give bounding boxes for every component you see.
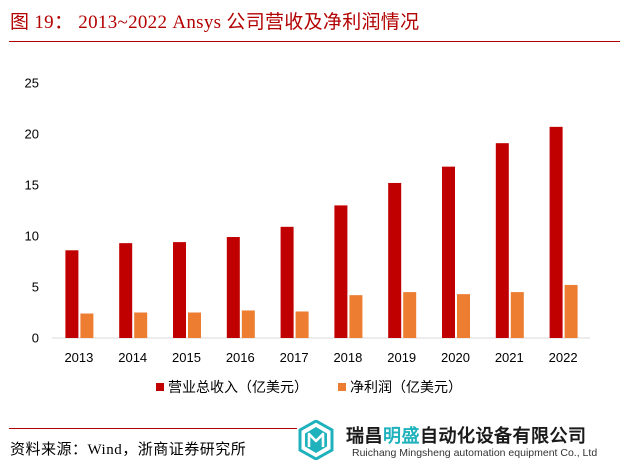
net-profit-bar bbox=[564, 284, 578, 338]
revenue-bar bbox=[495, 143, 509, 338]
y-axis-ticks: 0 5 10 15 20 25 bbox=[25, 76, 39, 346]
x-tick-label: 2019 bbox=[387, 350, 416, 365]
source-note: 资料来源：Wind，浙商证券研究所 bbox=[10, 442, 247, 458]
net-profit-bar bbox=[349, 295, 363, 338]
net-profit-bar bbox=[510, 292, 524, 338]
revenue-bar bbox=[65, 250, 79, 338]
net-profit-bar bbox=[403, 292, 417, 338]
logo-chinese-name: 瑞昌明盛自动化设备有限公司 bbox=[346, 422, 587, 448]
y-tick-label: 15 bbox=[25, 178, 39, 193]
y-tick-label: 20 bbox=[25, 127, 39, 142]
net-profit-bar bbox=[295, 311, 309, 338]
x-tick-label: 2020 bbox=[441, 350, 470, 365]
y-tick-label: 5 bbox=[32, 280, 39, 295]
revenue-bar bbox=[388, 182, 402, 338]
legend: 营业总收入（亿美元） 净利润（亿美元） bbox=[156, 380, 462, 396]
logo-hexagon-icon bbox=[298, 420, 334, 460]
x-tick-label: 2018 bbox=[333, 350, 362, 365]
legend-swatch-net-profit bbox=[338, 383, 346, 391]
net-profit-bar bbox=[241, 310, 255, 338]
figure-title: 图 19： 2013~2022 Ansys 公司营收及净利润情况 bbox=[10, 12, 420, 33]
bars bbox=[65, 126, 578, 338]
x-axis-ticks: 2013 2014 2015 2016 2017 2018 2019 2020 2021 2022 bbox=[64, 350, 577, 365]
company-logo: 瑞昌明盛自动化设备有限公司 Ruichang Mingsheng automat… bbox=[298, 418, 626, 464]
logo-name-highlight: 明盛 bbox=[383, 426, 420, 447]
y-tick-label: 25 bbox=[25, 76, 39, 91]
y-tick-label: 10 bbox=[25, 229, 39, 244]
revenue-bar bbox=[549, 126, 563, 338]
source-divider bbox=[9, 428, 297, 429]
x-tick-label: 2016 bbox=[226, 350, 255, 365]
x-tick-label: 2014 bbox=[118, 350, 147, 365]
net-profit-bar bbox=[80, 313, 94, 338]
x-tick-label: 2022 bbox=[549, 350, 578, 365]
x-tick-label: 2017 bbox=[280, 350, 309, 365]
revenue-bar bbox=[442, 166, 455, 338]
title-divider bbox=[9, 41, 620, 42]
logo-name-suffix: 自动化设备有限公司 bbox=[420, 426, 587, 447]
x-tick-label: 2013 bbox=[64, 350, 93, 365]
legend-swatch-revenue bbox=[156, 383, 164, 391]
revenue-bar bbox=[173, 242, 186, 338]
net-profit-bar bbox=[457, 294, 470, 338]
net-profit-bar bbox=[134, 312, 148, 338]
net-profit-bar bbox=[188, 312, 201, 338]
revenue-bar bbox=[280, 226, 294, 338]
y-tick-label: 0 bbox=[32, 331, 39, 346]
legend-label-net-profit: 净利润（亿美元） bbox=[350, 380, 462, 396]
revenue-bar bbox=[119, 243, 133, 338]
legend-label-revenue: 营业总收入（亿美元） bbox=[168, 380, 308, 396]
revenue-bar bbox=[334, 205, 348, 338]
x-tick-label: 2021 bbox=[495, 350, 524, 365]
revenue-bar bbox=[226, 237, 240, 338]
logo-english-name: Ruichang Mingsheng automation equipment … bbox=[352, 447, 598, 459]
logo-name-prefix: 瑞昌 bbox=[346, 426, 383, 447]
x-tick-label: 2015 bbox=[172, 350, 201, 365]
